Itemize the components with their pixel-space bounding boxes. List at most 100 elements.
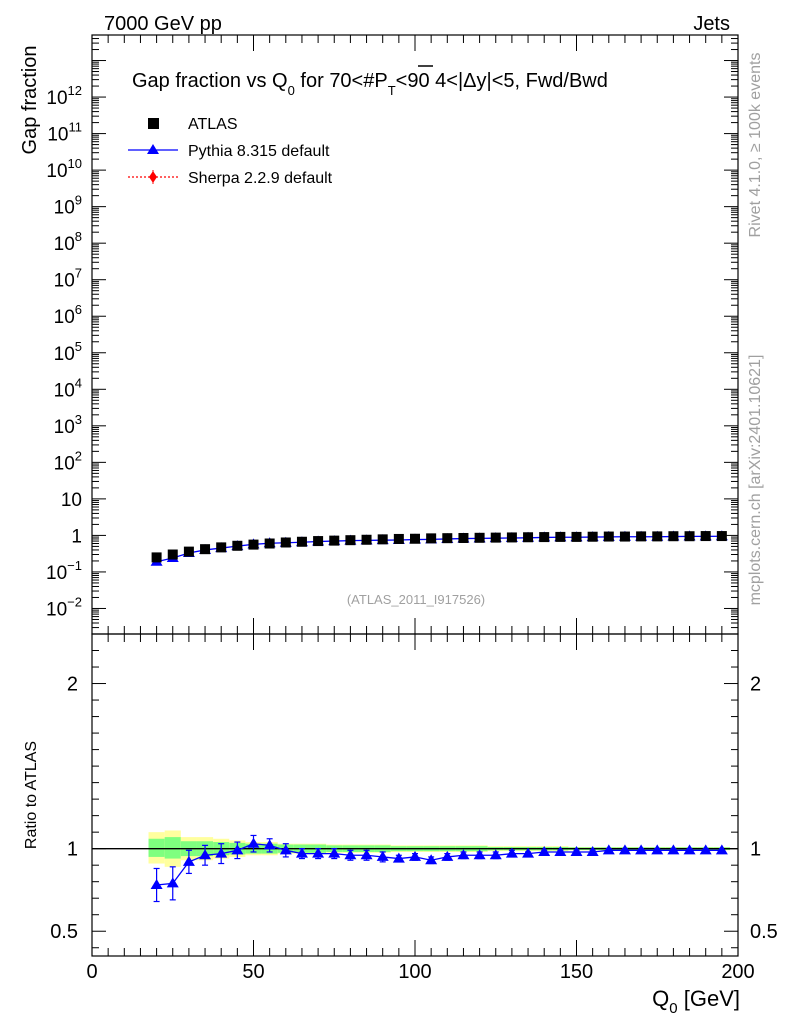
tick-base: 10 [54, 417, 75, 438]
main-y-axis-label: Gap fraction [19, 46, 41, 155]
rivet-label: Rivet 4.1.0, ≥ 100k events [747, 53, 764, 238]
x-tick-label: 150 [560, 961, 593, 983]
main-y-tick-label: 1012 [46, 83, 82, 109]
main-y-tick-label: 1010 [46, 156, 82, 182]
atlas-point [619, 531, 630, 542]
main-y-tick-label: 10 [61, 490, 82, 511]
tick-base: 1 [71, 526, 82, 547]
main-y-tick-label: 1 [71, 526, 82, 547]
pythia-point-ratio [182, 855, 195, 866]
tick-base: 10 [54, 344, 75, 365]
atlas-point [216, 542, 227, 553]
atlas-point [716, 531, 727, 542]
x-tick-label: 0 [86, 961, 97, 983]
tick-base: 10 [46, 161, 67, 182]
tick-exponent: 10 [68, 156, 82, 171]
tick-base: 10 [46, 88, 67, 109]
title-part-mid: for 70<# [295, 70, 375, 92]
main-y-tick-label: 109 [54, 193, 82, 219]
ratio-y-tick-label-right: 2 [750, 674, 761, 696]
pythia-point-ratio [312, 847, 325, 858]
pythia-point-ratio [489, 849, 502, 860]
atlas-point [684, 531, 695, 542]
tick-base: 10 [54, 307, 75, 328]
tick-exponent: 5 [75, 339, 82, 354]
atlas-point [280, 537, 291, 548]
title-part-ptsub: T [388, 83, 396, 98]
x-axis-label-main: Q [652, 986, 669, 1011]
title-part-pre: Gap fraction vs Q [132, 70, 288, 92]
x-tick-label: 200 [721, 961, 754, 983]
ratio-y-tick-label-right: 0.5 [750, 921, 778, 943]
pythia-point-ratio [409, 850, 421, 861]
atlas-point [248, 539, 259, 550]
atlas-point [474, 532, 485, 543]
tick-exponent: 8 [75, 229, 82, 244]
pythia-point-ratio [360, 849, 373, 860]
pythia-point-ratio [667, 844, 680, 855]
atlas-point [700, 531, 711, 542]
tick-base: 10 [54, 271, 75, 292]
legend-pythia-marker [147, 144, 159, 154]
title-part-sub: 0 [288, 83, 295, 98]
atlas-point [636, 531, 647, 542]
pythia-point-ratio [441, 850, 454, 861]
main-y-tick-label: 105 [54, 339, 82, 365]
pythia-point-ratio [635, 844, 648, 855]
tick-exponent: 9 [75, 193, 82, 208]
atlas-point [151, 552, 162, 563]
atlas-point [313, 536, 324, 547]
atlas-point [329, 535, 340, 546]
legend-pythia-label: Pythia 8.315 default [188, 143, 330, 160]
pythia-point-ratio [522, 847, 535, 858]
x-axis-label-unit: [GeV] [678, 986, 740, 1011]
atlas-point [393, 533, 404, 544]
tick-base: 10 [61, 490, 82, 511]
pythia-point-ratio [570, 845, 583, 856]
pythia-point-ratio [586, 845, 599, 856]
main-y-tick-label: 10−1 [46, 558, 82, 584]
atlas-point [200, 544, 211, 555]
analysis-watermark: (ATLAS_2011_I917526) [347, 592, 485, 607]
atlas-point [167, 549, 178, 560]
atlas-point [361, 534, 372, 545]
ratio-band-inner [164, 837, 181, 859]
tick-exponent: −1 [67, 558, 82, 573]
pythia-point-ratio [231, 844, 244, 855]
atlas-point [410, 533, 420, 544]
pythia-point-ratio [263, 839, 276, 850]
atlas-point [555, 531, 566, 542]
pythia-point-ratio [328, 847, 341, 858]
x-tick-label: 50 [242, 961, 264, 983]
x-axis-label-sub: 0 [669, 1000, 677, 1017]
pythia-point-ratio [295, 847, 308, 858]
atlas-point [377, 534, 388, 545]
plot-title: Gap fraction vs Q0 for 70<#PT<90 4<|Δy|<… [132, 70, 608, 98]
atlas-point [523, 532, 534, 543]
main-y-tick-label: 102 [54, 448, 82, 474]
atlas-point [603, 531, 614, 542]
pythia-point-ratio [425, 854, 438, 865]
atlas-point [668, 531, 679, 542]
pythia-point-ratio [457, 849, 470, 860]
ratio-panel: 0.5 0.51 12 20 50 100 150 200 Ratio to ATLAS Q0… [23, 633, 778, 1017]
main-axis-ticks [91, 34, 739, 635]
pythia-point-ratio [554, 845, 567, 856]
mcplots-label: mcplots.cern.ch [arXiv:2401.10621] [747, 355, 764, 606]
atlas-point [539, 532, 550, 543]
pythia-point-ratio [376, 850, 389, 861]
tick-exponent: 4 [75, 375, 82, 390]
tick-exponent: 2 [75, 448, 82, 463]
atlas-point [183, 546, 194, 557]
ratio-y-tick-label-left: 0.5 [50, 921, 78, 943]
pythia-point-ratio [618, 844, 631, 855]
ratio-y-tick-label-left: 2 [67, 674, 78, 696]
ratio-band-inner [148, 838, 165, 857]
tick-exponent: 7 [75, 266, 82, 281]
atlas-point [587, 531, 598, 542]
main-y-tick-labels: 10−210−111010210310410510610710810910101… [46, 83, 82, 620]
atlas-point [232, 540, 243, 551]
tick-exponent: 6 [75, 302, 82, 317]
tick-base: 10 [54, 198, 75, 219]
